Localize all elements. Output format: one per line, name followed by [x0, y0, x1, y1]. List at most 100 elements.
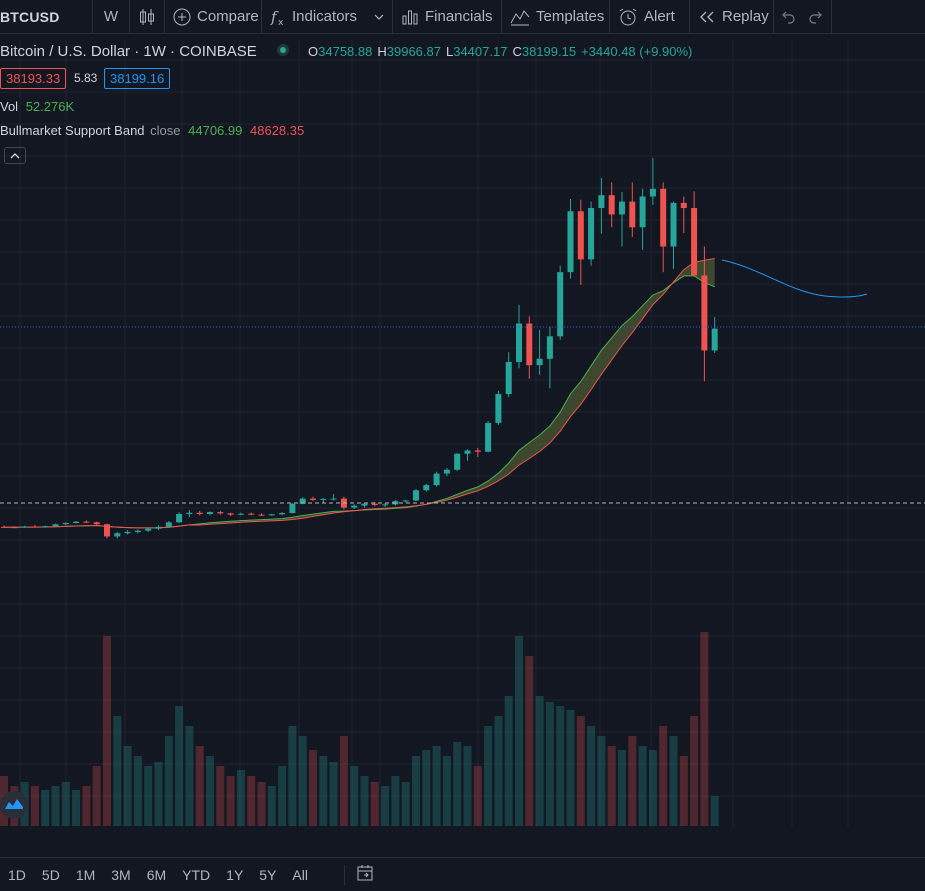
volume-label: Vol — [0, 99, 19, 114]
compare-label: Compare — [197, 8, 259, 25]
candle-body — [588, 208, 595, 260]
volume-bar — [319, 756, 328, 826]
indicator-legend[interactable]: Bullmarket Support Band close 44706.99 4… — [0, 123, 304, 138]
candle-body — [608, 195, 615, 215]
candle-body — [52, 524, 59, 527]
volume-bar — [144, 766, 153, 826]
support-band-fill — [4, 258, 715, 528]
chevron-up-icon — [10, 147, 20, 165]
candle-body — [546, 336, 553, 359]
interval-label: W — [103, 8, 119, 25]
range-button-1d[interactable]: 1D — [8, 866, 26, 883]
candle-body — [196, 512, 203, 515]
volume-bar — [535, 696, 544, 826]
candle-body — [382, 504, 389, 506]
candle-body — [670, 202, 677, 247]
band-value-2: 48628.35 — [250, 123, 305, 138]
volume-bar — [370, 782, 379, 826]
volume-bar — [432, 746, 441, 826]
candle-body — [83, 521, 90, 523]
candle-body — [598, 195, 605, 209]
chart-type-button[interactable] — [130, 0, 165, 34]
range-button-5y[interactable]: 5Y — [259, 866, 277, 883]
volume-bar — [710, 796, 719, 826]
templates-button[interactable]: Templates — [502, 0, 610, 34]
price-chart[interactable]: 2020AprJulSep2021AprJunSep — [0, 35, 925, 849]
redo-button[interactable] — [802, 0, 832, 34]
low-label: L — [445, 44, 454, 59]
candle-body — [660, 188, 667, 247]
candle-body — [104, 524, 110, 537]
candle-body — [505, 361, 512, 395]
svg-text:x: x — [278, 18, 284, 26]
chevron-down-icon — [373, 12, 385, 22]
symbol-label: BTCUSD — [0, 8, 60, 25]
alert-button[interactable]: Alert — [610, 0, 690, 34]
financials-label: Financials — [425, 8, 493, 25]
range-button-1y[interactable]: 1Y — [226, 866, 244, 883]
buy-price-button[interactable]: 38199.16 — [104, 68, 171, 89]
sell-price-button[interactable]: 38193.33 — [0, 68, 67, 89]
candle-body — [516, 323, 522, 362]
volume-bar — [412, 756, 420, 826]
candle-body — [258, 514, 265, 516]
range-button-1m[interactable]: 1M — [75, 866, 96, 883]
candle-body — [42, 526, 49, 528]
range-button-6m[interactable]: 6M — [146, 866, 167, 883]
volume-bar — [309, 750, 317, 826]
close-value: 38199.15 — [521, 44, 577, 59]
volume-bar — [587, 726, 596, 826]
range-button-3m[interactable]: 3M — [111, 866, 131, 883]
range-button-5d[interactable]: 5D — [41, 866, 60, 883]
volume-bar — [103, 636, 111, 826]
interval-button[interactable]: W — [93, 0, 130, 34]
templates-label: Templates — [536, 8, 605, 25]
change-value: +3440.48 (+9.90%) — [581, 44, 693, 59]
candle-body — [413, 490, 419, 501]
volume-bar — [391, 776, 400, 826]
volume-bar — [679, 756, 688, 826]
volume-legend[interactable]: Vol 52.276K — [0, 99, 74, 114]
svg-text:f: f — [270, 8, 279, 26]
range-button-ytd[interactable]: YTD — [182, 866, 211, 883]
volume-bar — [442, 756, 451, 826]
volume-bar — [41, 790, 50, 826]
undo-button[interactable] — [774, 0, 802, 34]
volume-bar — [247, 776, 256, 826]
volume-bar — [504, 696, 513, 826]
indicator-name: Bullmarket Support Band — [0, 123, 145, 138]
candle-body — [11, 527, 18, 529]
compare-button[interactable]: Compare — [165, 0, 262, 34]
spread-value: 5.83 — [74, 71, 98, 85]
indicators-dropdown-button[interactable] — [367, 0, 393, 34]
candle-body — [536, 358, 543, 366]
volume-bar — [175, 706, 184, 826]
volume-bar — [453, 742, 462, 826]
candle-body — [402, 500, 409, 502]
go-to-date-button[interactable] — [343, 864, 375, 885]
volume-bar — [278, 766, 287, 826]
chart-pane[interactable]: 2020AprJulSep2021AprJunSep — [0, 35, 925, 849]
volume-bar — [216, 766, 225, 826]
low-value: 34407.17 — [453, 44, 508, 59]
symbol-search-button[interactable]: BTCUSD — [0, 0, 93, 34]
candle-body — [526, 323, 533, 366]
candle-body — [711, 328, 718, 351]
candle-body — [145, 528, 152, 531]
volume-bar — [628, 736, 637, 826]
candle-body — [691, 208, 698, 276]
tradingview-logo-button[interactable] — [0, 791, 28, 819]
replay-button[interactable]: Replay — [690, 0, 774, 34]
financials-button[interactable]: Financials — [393, 0, 502, 34]
volume-value: 52.276K — [25, 99, 75, 114]
collapse-legend-button[interactable] — [4, 147, 26, 164]
candle-body — [289, 503, 296, 514]
volume-bar — [133, 756, 142, 826]
range-button-all[interactable]: All — [292, 866, 308, 883]
candle-body — [320, 498, 327, 500]
candle-body — [124, 531, 131, 534]
candle-body — [680, 202, 687, 209]
